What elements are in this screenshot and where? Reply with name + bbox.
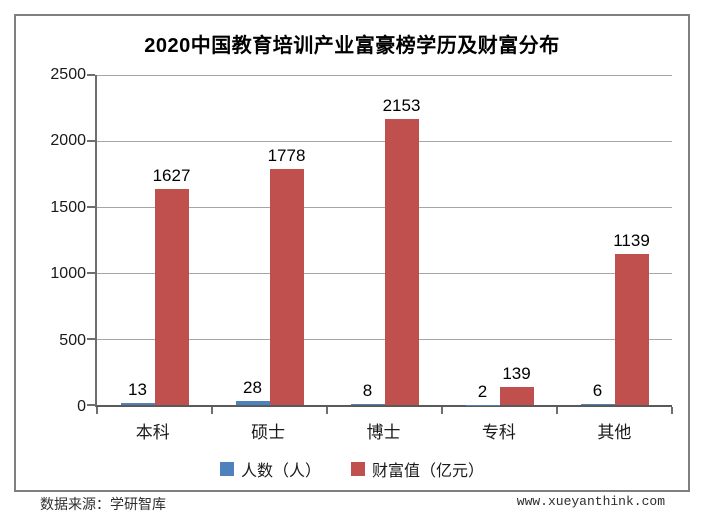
y-tick-label-2000: 2000	[50, 132, 86, 150]
x-axis-label-硕士: 硕士	[251, 423, 286, 442]
bar-group-博士: 8 2153	[327, 75, 442, 405]
bar-group-专科: 2 139	[442, 75, 557, 405]
y-tick-label-1500: 1500	[50, 198, 86, 216]
legend-label-财富值（亿元）: 财富值（亿元）	[372, 463, 485, 480]
bar-人数（人）-本科: 13	[120, 381, 155, 405]
legend-swatch-icon-人数（人）	[219, 462, 234, 476]
x-axis-tick-3	[441, 407, 443, 414]
chart-title: 2020中国教育培训产业富豪榜学历及财富分布	[144, 35, 560, 57]
y-tick-label-500: 500	[59, 331, 86, 349]
y-tick-label-2500: 2500	[50, 66, 86, 83]
x-axis-labels: 本科 硕士 博士 专科 其他	[95, 418, 672, 443]
y-axis-tick-1500	[87, 206, 95, 208]
bar-value-label-人数（人）-专科: 2	[477, 381, 488, 401]
bar-group-其他: 6 1139	[557, 75, 672, 405]
bar-财富值（亿元）-专科: 139	[499, 365, 534, 405]
x-axis-tick-1	[211, 407, 213, 414]
x-axis-label-其他: 其他	[597, 423, 632, 442]
y-axis-tick-2000	[87, 140, 95, 142]
bar-人数（人）-其他: 6	[580, 382, 615, 405]
bar-value-label-财富值（亿元）-本科: 1627	[152, 165, 191, 185]
y-tick-label-1000: 1000	[50, 265, 86, 283]
bar-value-label-人数（人）-其他: 6	[592, 381, 603, 401]
bar-group-本科: 13 1627	[97, 75, 212, 405]
y-axis-tick-500	[87, 338, 95, 340]
bar-财富值（亿元）-硕士: 1778	[268, 147, 305, 405]
y-axis-labels: 0 500 1000 1500 2000 2500	[26, 67, 86, 415]
x-axis-tick-4	[556, 407, 558, 414]
bar-财富值（亿元）-本科: 1627	[153, 167, 190, 405]
x-axis-label-本科: 本科	[135, 423, 170, 442]
bar-value-label-财富值（亿元）-博士: 2153	[382, 96, 421, 116]
gridline-2500	[97, 75, 672, 76]
bar-value-label-财富值（亿元）-专科: 139	[502, 363, 531, 383]
x-axis-tick-2	[326, 407, 328, 414]
x-axis-label-博士: 博士	[366, 423, 401, 442]
chart-frame: 2020中国教育培训产业富豪榜学历及财富分布 0 500 1000 1500 2000 2…	[14, 14, 690, 492]
source-note: 数据来源：学研智库	[40, 496, 166, 512]
legend-item-人数（人）: 人数（人）	[219, 457, 321, 481]
bar-人数（人）-博士: 8	[350, 382, 385, 405]
bar-value-label-人数（人）-本科: 13	[128, 380, 147, 400]
x-axis-tick-5	[671, 407, 673, 414]
bar-value-label-人数（人）-博士: 8	[362, 380, 373, 400]
y-axis-tick-0	[87, 404, 95, 406]
legend: 人数（人） 财富值（亿元）	[16, 457, 688, 481]
bar-财富值（亿元）-博士: 2153	[383, 97, 420, 405]
y-axis-tick-2500	[87, 74, 95, 76]
website-text: www.xueyanthink.com	[516, 494, 665, 509]
bar-value-label-人数（人）-硕士: 28	[243, 378, 262, 398]
bar-value-label-财富值（亿元）-硕士: 1778	[267, 145, 306, 165]
bar-group-硕士: 28 1778	[212, 75, 327, 405]
x-axis-label-专科: 专科	[481, 423, 516, 442]
y-axis-tick-1000	[87, 272, 95, 274]
footer-row: 数据来源：学研智库 www.xueyanthink.com	[0, 494, 703, 514]
bar-人数（人）-硕士: 28	[235, 379, 270, 405]
legend-label-人数（人）: 人数（人）	[240, 463, 321, 480]
legend-swatch-icon-财富值（亿元）	[351, 462, 365, 476]
legend-item-财富值（亿元）: 财富值（亿元）	[351, 457, 484, 481]
bar-value-label-财富值（亿元）-其他: 1139	[613, 230, 650, 250]
plot-area: 13 1627 28 1778 8 2153 2 139 6 1139	[87, 74, 673, 414]
x-axis-tick-0	[96, 407, 98, 414]
bar-财富值（亿元）-其他: 1139	[613, 232, 650, 405]
y-tick-label-0: 0	[77, 398, 86, 415]
